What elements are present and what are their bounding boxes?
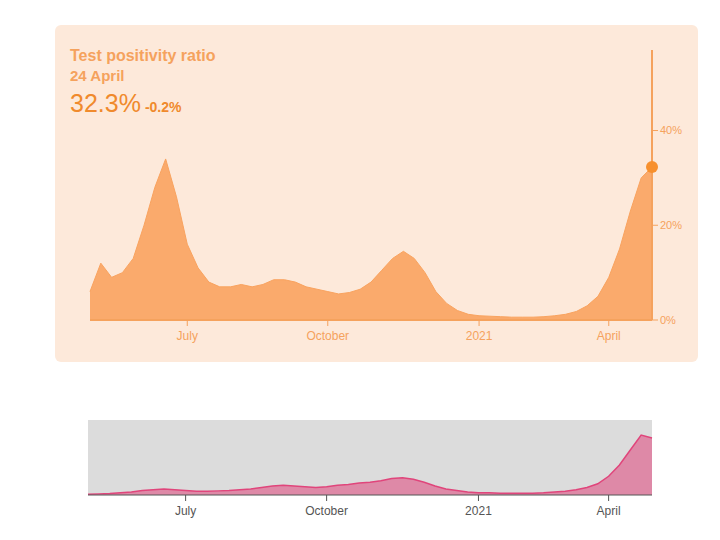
svg-text:20%: 20% bbox=[660, 219, 682, 231]
html-text:32.3%-0.2%: 32.3%-0.2% bbox=[70, 89, 182, 117]
svg-text:October: October bbox=[306, 329, 349, 343]
svg-text:2021: 2021 bbox=[465, 504, 492, 518]
svg-text:40%: 40% bbox=[660, 124, 682, 136]
svg-text:0%: 0% bbox=[660, 314, 676, 326]
svg-text:April: April bbox=[597, 504, 621, 518]
svg-text:April: April bbox=[597, 329, 621, 343]
svg-text:2021: 2021 bbox=[466, 329, 493, 343]
svg-text:July: July bbox=[177, 329, 198, 343]
html-text:24 April: 24 April bbox=[70, 67, 125, 84]
svg-text:July: July bbox=[175, 504, 196, 518]
svg-text:October: October bbox=[305, 504, 348, 518]
html-text:Test positivity ratio: Test positivity ratio bbox=[70, 47, 216, 64]
